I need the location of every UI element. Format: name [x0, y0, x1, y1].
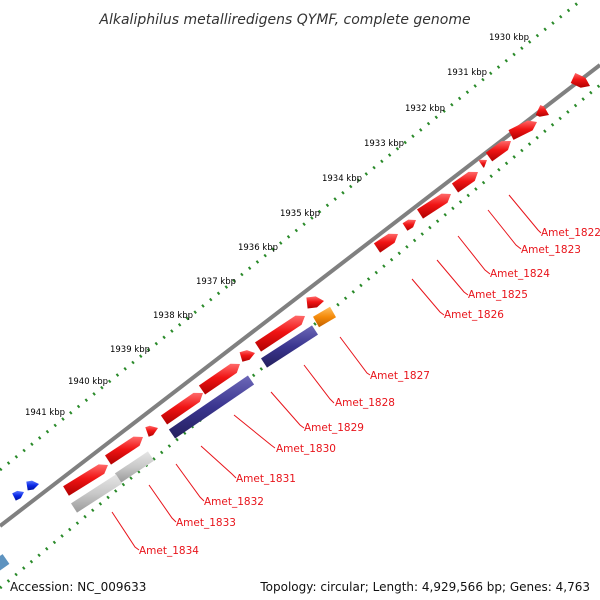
leader-line-Amet_1826 — [411, 278, 445, 316]
gene-arrow-red — [535, 105, 549, 117]
gene-arrow-red — [451, 171, 478, 193]
gene-labels: Amet_1822 Amet_1823 Amet_1824 Amet_1825 Amet… — [139, 227, 600, 557]
kbp-tick-1934-kbp: 1934 kbp — [322, 174, 362, 184]
gene-arrow-red — [508, 120, 537, 140]
topology-text: Topology: circular; Length: 4,929,566 bp… — [260, 580, 590, 594]
gene-bar-navy — [168, 375, 255, 439]
leader-line-Amet_1833 — [148, 484, 177, 523]
gene-arrow-red — [373, 233, 398, 253]
gene-bar-gray — [114, 451, 155, 483]
kbp-tick-1930-kbp: 1930 kbp — [489, 33, 529, 43]
leader-line-Amet_1828 — [303, 364, 335, 404]
gene-bar-navy — [261, 325, 318, 368]
gene-label-Amet_1829[interactable]: Amet_1829 — [304, 422, 364, 434]
gene-arrow-red — [570, 73, 590, 88]
gene-arrow-red — [63, 464, 108, 496]
kbp-tick-1933-kbp: 1933 kbp — [364, 139, 404, 149]
gene-label-Amet_1827[interactable]: Amet_1827 — [370, 370, 430, 382]
gene-arrow-red — [160, 392, 203, 425]
gene-label-Amet_1830[interactable]: Amet_1830 — [276, 443, 336, 455]
gene-arrow-red — [255, 315, 305, 352]
leader-line-Amet_1831 — [200, 445, 237, 479]
gene-arrow-blue — [26, 480, 39, 491]
gene-bar-gray — [71, 474, 122, 513]
leader-line-Amet_1825 — [436, 259, 469, 296]
kbp-tick-1935-kbp: 1935 kbp — [280, 209, 320, 219]
leader-line-Amet_1822 — [508, 194, 542, 234]
gene-label-Amet_1826[interactable]: Amet_1826 — [444, 309, 504, 321]
gene-label-Amet_1831[interactable]: Amet_1831 — [236, 473, 296, 485]
map-title: Alkaliphilus metalliredigens QYMF, compl… — [98, 12, 470, 28]
genome-backbone — [0, 63, 600, 528]
kbp-tick-1939-kbp: 1939 kbp — [110, 345, 150, 355]
leader-line-Amet_1829 — [270, 391, 305, 429]
gene-arrow-red — [478, 159, 487, 168]
gene-label-Amet_1824[interactable]: Amet_1824 — [490, 268, 550, 280]
gene-arrow-red — [198, 363, 240, 395]
gene-label-Amet_1825[interactable]: Amet_1825 — [468, 289, 528, 301]
kbp-tick-1941-kbp: 1941 kbp — [25, 408, 65, 418]
gene-bar-orange — [313, 306, 336, 328]
outer-scale-ring — [0, 0, 584, 472]
leader-line-Amet_1832 — [175, 463, 205, 502]
kbp-tick-labels: 1930 kbp 1931 kbp 1932 kbp 1933 kbp 1934 kbp… — [25, 33, 529, 418]
kbp-tick-1936-kbp: 1936 kbp — [238, 243, 278, 253]
gene-label-Amet_1823[interactable]: Amet_1823 — [521, 244, 581, 256]
gene-label-Amet_1834[interactable]: Amet_1834 — [139, 545, 199, 557]
gene-arrow-red — [239, 350, 255, 362]
leader-line-Amet_1830 — [233, 414, 276, 449]
leader-line-Amet_1823 — [487, 209, 522, 250]
gene-arrow-red — [306, 296, 324, 309]
leader-line-Amet_1827 — [339, 336, 371, 376]
kbp-tick-1932-kbp: 1932 kbp — [405, 104, 445, 114]
gene-label-leaders — [111, 194, 542, 551]
gene-arrow-red — [417, 193, 451, 219]
gene-label-Amet_1828[interactable]: Amet_1828 — [335, 397, 395, 409]
gene-arrow-red — [145, 425, 158, 437]
gene-arrow-blue — [12, 490, 24, 501]
gene-features — [0, 73, 590, 571]
gene-label-Amet_1833[interactable]: Amet_1833 — [176, 517, 236, 529]
leader-line-Amet_1824 — [457, 235, 491, 275]
kbp-tick-1938-kbp: 1938 kbp — [153, 311, 193, 321]
gene-bar-steel — [0, 554, 10, 571]
kbp-tick-1937-kbp: 1937 kbp — [196, 277, 236, 287]
accession-text: Accession: NC_009633 — [10, 580, 147, 594]
gene-label-Amet_1832[interactable]: Amet_1832 — [204, 496, 264, 508]
gene-arrow-red — [402, 219, 416, 231]
leader-line-Amet_1834 — [111, 511, 140, 551]
kbp-tick-1940-kbp: 1940 kbp — [68, 377, 108, 387]
gene-arrow-red — [485, 141, 511, 162]
kbp-tick-1931-kbp: 1931 kbp — [447, 68, 487, 78]
gene-arrow-red — [105, 436, 143, 465]
gene-label-Amet_1822[interactable]: Amet_1822 — [541, 227, 600, 239]
